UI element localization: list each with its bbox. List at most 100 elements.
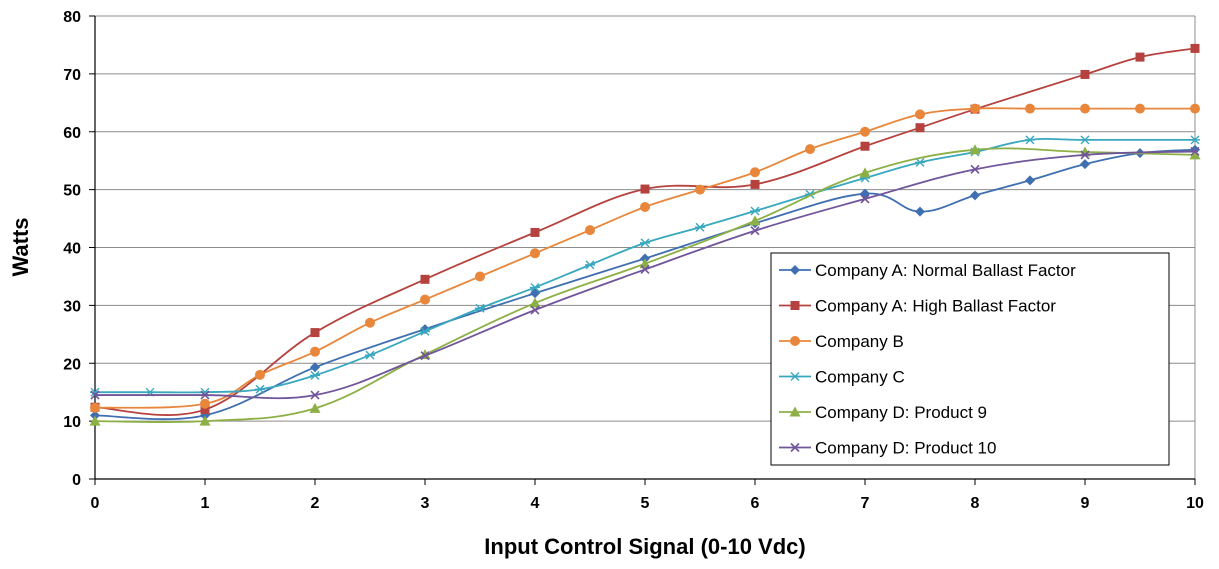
y-tick-labels: 0 10 20 30 40 50 60 70 80 (63, 9, 81, 489)
legend-label: Company D: Product 10 (815, 439, 996, 458)
data-point (915, 206, 925, 217)
data-point (859, 167, 871, 178)
data-point (199, 415, 211, 426)
data-point (1135, 52, 1145, 62)
legend-item: Company A: High Ballast Factor (779, 297, 1056, 316)
data-point (695, 184, 705, 195)
data-point (310, 370, 320, 380)
legend-marker (790, 301, 800, 310)
data-point (365, 350, 375, 360)
marker-stroke (640, 264, 650, 275)
legend-label: Company D: Product 9 (815, 403, 987, 422)
y-tick-label: 0 (72, 472, 81, 489)
marker-stroke (790, 442, 800, 453)
x-tick-label: 6 (751, 495, 760, 512)
data-point (585, 260, 595, 270)
data-point (750, 179, 760, 189)
y-tick-label: 70 (63, 67, 81, 84)
data-point (640, 264, 650, 275)
marker-stroke (1080, 150, 1090, 160)
data-point (90, 402, 100, 413)
data-point (915, 123, 925, 133)
legend-marker (789, 406, 801, 417)
data-point (90, 410, 100, 421)
data-point (200, 405, 210, 415)
data-point (640, 201, 650, 212)
y-tick-label: 40 (63, 241, 81, 258)
data-point (530, 282, 540, 292)
data-point (1080, 103, 1090, 114)
series-3 (90, 103, 1200, 413)
data-point (1190, 43, 1200, 53)
legend-marker (790, 372, 800, 381)
marker-stroke (750, 226, 760, 236)
data-point (310, 328, 320, 338)
data-point (860, 141, 870, 151)
data-point (749, 215, 761, 226)
data-point (310, 362, 320, 373)
data-point (970, 190, 980, 201)
y-tick-label: 20 (63, 356, 81, 373)
data-point (970, 103, 980, 114)
x-tick-label: 8 (971, 495, 980, 512)
x-tick-label: 10 (1186, 495, 1204, 512)
series-line (94, 107, 1195, 409)
legend-box (770, 252, 1170, 466)
data-point (475, 271, 485, 282)
data-point (1190, 103, 1200, 114)
data-point (1080, 69, 1090, 79)
legend-label: Company C (815, 368, 905, 387)
x-axis-title: Input Control Signal (0-10 Vdc) (484, 534, 805, 559)
data-point (585, 225, 595, 236)
legend-item: Company D: Product 10 (779, 439, 996, 458)
data-point (420, 351, 430, 361)
data-point (530, 248, 540, 259)
data-point (1135, 103, 1145, 114)
marker-stroke (420, 351, 430, 361)
marker-stroke (90, 390, 100, 400)
data-point (420, 294, 430, 305)
data-point (860, 194, 870, 204)
y-tick-label: 60 (63, 125, 81, 142)
marker-stroke (1190, 146, 1200, 156)
legend-marker (790, 336, 800, 346)
data-point (970, 164, 980, 174)
data-point (969, 144, 981, 155)
legend-marker (790, 265, 800, 275)
data-point (1080, 150, 1090, 160)
data-series (89, 43, 1201, 426)
marker-stroke (200, 390, 210, 400)
legend-item: Company C (779, 368, 905, 387)
data-point (860, 126, 870, 137)
data-point (310, 390, 320, 400)
data-point (420, 274, 430, 284)
marker-stroke (860, 194, 870, 204)
data-point (255, 369, 265, 380)
data-point (200, 390, 210, 400)
data-point (1080, 159, 1090, 170)
data-point (695, 222, 705, 232)
data-point (365, 317, 375, 328)
data-point (475, 303, 485, 313)
data-point (1189, 149, 1201, 160)
x-tick-label: 7 (861, 495, 870, 512)
data-point (90, 390, 100, 400)
data-point (1025, 175, 1035, 186)
data-point (530, 227, 540, 237)
x-tick-labels: 0 1 2 3 4 5 6 7 8 9 10 (91, 495, 1204, 512)
data-point (750, 167, 760, 178)
data-point (750, 206, 760, 216)
x-tick-label: 5 (641, 495, 650, 512)
data-point (805, 144, 815, 155)
data-point (530, 305, 540, 315)
y-tick-label: 50 (63, 183, 81, 200)
data-point (200, 398, 210, 409)
data-point (1190, 146, 1200, 156)
legend-label: Company A: High Ballast Factor (815, 297, 1056, 316)
legend-item: Company B (779, 332, 904, 351)
x-tick-label: 3 (421, 495, 430, 512)
data-point (1025, 103, 1035, 114)
y-tick-label: 30 (63, 298, 81, 315)
y-tick-label: 10 (63, 414, 81, 431)
